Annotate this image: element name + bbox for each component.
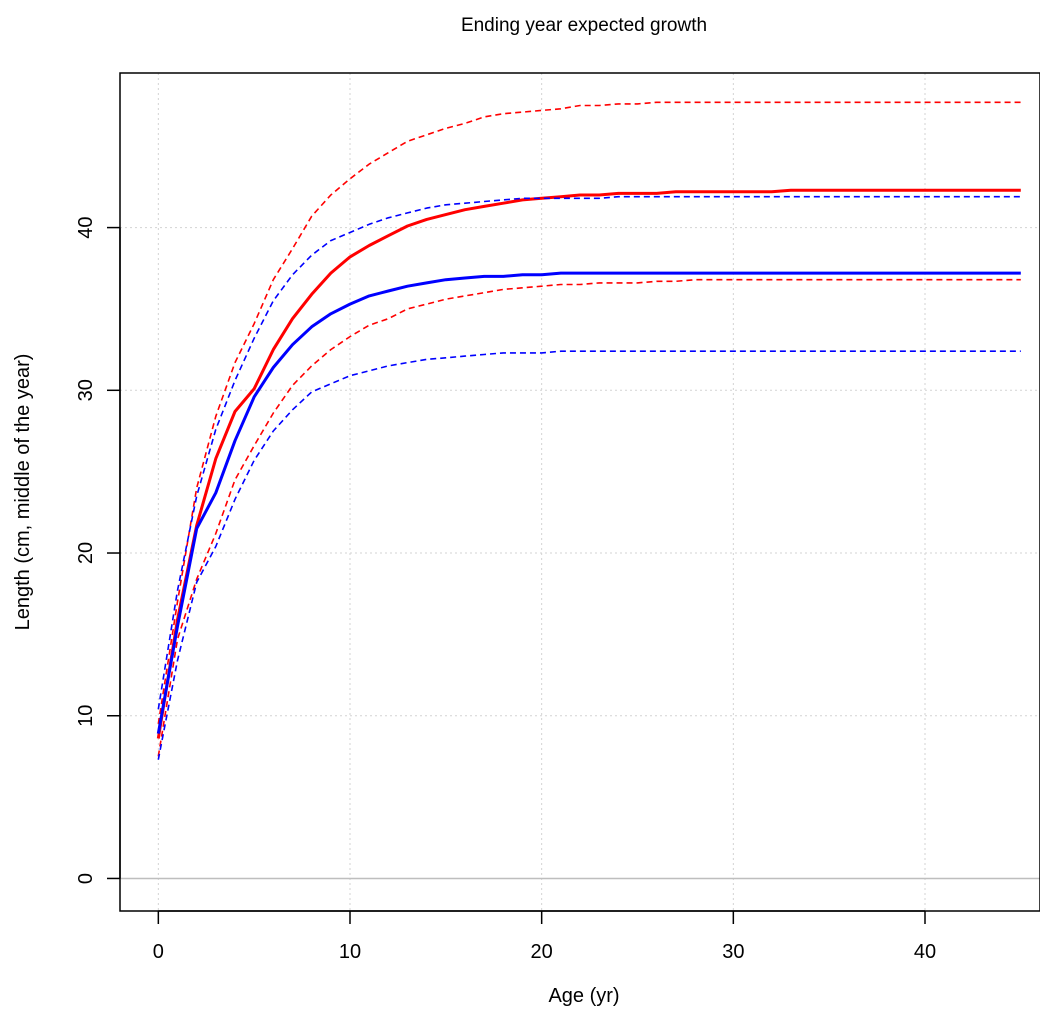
y-axis-title: Length (cm, middle of the year) [12,354,34,631]
x-tick-label: 0 [153,941,164,963]
y-tick-label: 0 [75,873,97,884]
x-tick-label: 20 [531,941,553,963]
chart-title: Ending year expected growth [461,15,707,36]
y-tick-label: 40 [75,216,97,238]
y-tick-label: 20 [75,542,97,564]
series-line-4 [156,271,1021,734]
series-line-1 [156,188,1021,739]
series-line-5 [157,195,1021,710]
y-tick-label: 10 [75,705,97,727]
series-lines [156,101,1021,760]
y-tick-label: 30 [75,379,97,401]
x-tick-label: 30 [722,941,744,963]
grid-lines [120,73,1040,911]
x-axis-title: Age (yr) [548,985,619,1007]
y-axis: 0 10 20 30 40 [75,216,121,884]
x-tick-label: 10 [339,941,361,963]
x-tick-label: 40 [914,941,936,963]
series-line-2 [157,101,1021,725]
series-line-3 [157,278,1021,757]
series-line-6 [157,350,1021,760]
plot-frame [119,72,1040,912]
x-axis: 0 10 20 30 40 [153,910,936,963]
